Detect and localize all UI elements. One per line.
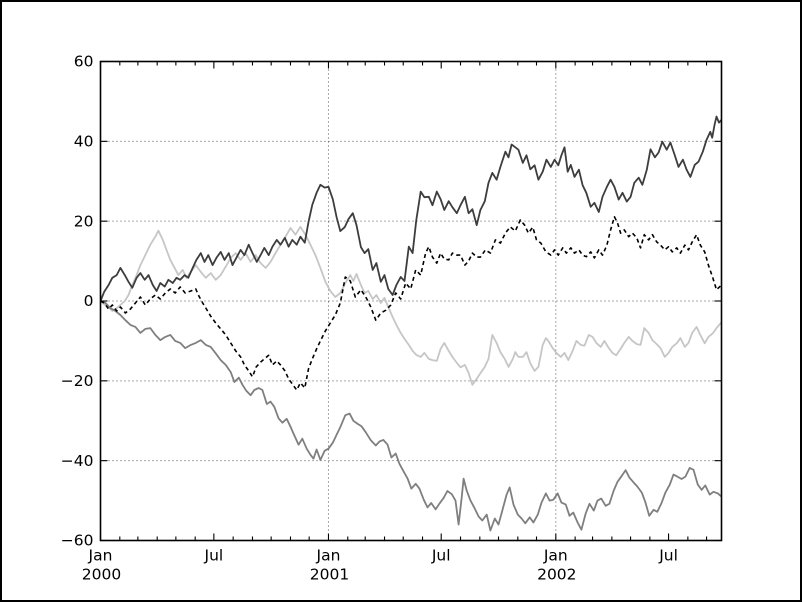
- y-tick-label: 0: [84, 292, 94, 310]
- dark-gray-walk: [100, 115, 722, 302]
- plot-frame: [99, 60, 723, 542]
- x-tick-label: Jan: [88, 547, 113, 565]
- x-tick-label: Jan: [543, 547, 568, 565]
- medium-gray-walk: [100, 300, 722, 532]
- x-tick-label: Jul: [658, 547, 678, 565]
- tick-marks: [99, 60, 722, 542]
- x-tick-year-label: 2001: [310, 566, 349, 584]
- grid-lines: [100, 61, 722, 541]
- x-tick-label: Jul: [431, 547, 451, 565]
- y-tick-label: 60: [74, 53, 94, 71]
- x-tick-year-label: 2002: [537, 566, 576, 584]
- y-tick-label: 40: [74, 133, 94, 151]
- black-dashed-walk: [100, 216, 722, 391]
- series-group: [100, 115, 722, 532]
- y-tick-label: −20: [61, 372, 94, 390]
- light-gray-walk: [100, 225, 722, 386]
- x-tick-label: Jul: [204, 547, 224, 565]
- x-tick-label: Jan: [316, 547, 341, 565]
- y-tick-label: −60: [61, 532, 94, 550]
- y-tick-label: −40: [61, 452, 94, 470]
- y-tick-label: 20: [74, 212, 94, 230]
- x-tick-year-label: 2000: [82, 566, 121, 584]
